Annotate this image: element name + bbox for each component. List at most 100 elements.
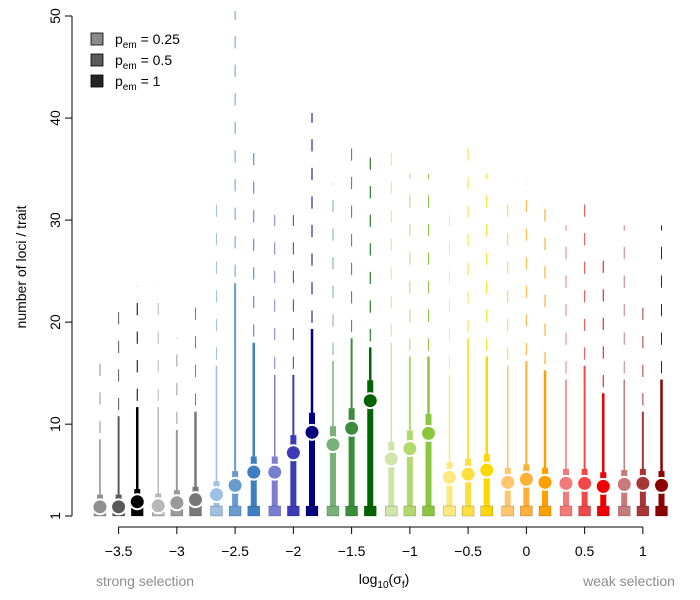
mean-point	[305, 425, 319, 439]
x-axis-title-close: )	[405, 571, 410, 587]
mean-point	[655, 478, 669, 492]
distribution-body	[639, 468, 646, 516]
mean-point	[326, 438, 340, 452]
distribution-box	[403, 505, 417, 517]
mean-point	[596, 479, 610, 493]
mean-point	[209, 488, 223, 502]
x-tick-label: −2.5	[221, 543, 249, 559]
x-tick-label: 0	[522, 543, 530, 559]
y-axis-title: number of loci / trait	[13, 205, 29, 328]
distribution-box	[345, 505, 358, 517]
distribution-body	[523, 464, 530, 516]
note-strong-selection: strong selection	[96, 573, 194, 589]
mean-point	[559, 476, 573, 490]
distribution-body	[271, 456, 278, 516]
distribution-box	[210, 505, 223, 517]
x-tick-label: −2	[285, 543, 301, 559]
mean-point	[286, 446, 300, 460]
distribution-box	[520, 505, 533, 517]
y-tick-label: 30	[47, 212, 63, 228]
mean-point	[228, 478, 242, 492]
x-tick-label: 0.5	[575, 543, 595, 559]
distribution-box	[305, 505, 319, 517]
x-tick-label: −3	[169, 543, 185, 559]
x-tick-label: −1	[402, 543, 418, 559]
y-axis-ticks: 1 10 20 30 40 50	[47, 8, 72, 520]
mean-point	[578, 476, 592, 490]
distribution-body	[465, 458, 472, 516]
y-tick-label: 20	[47, 314, 63, 330]
distribution-body	[329, 426, 336, 516]
distribution-body	[542, 467, 549, 516]
distribution-box	[287, 505, 300, 517]
mean-point	[617, 477, 631, 491]
distribution-body	[388, 441, 395, 516]
distribution-box	[578, 505, 591, 517]
distribution-box	[384, 505, 398, 517]
distribution-body	[348, 408, 355, 516]
note-weak-selection: weak selection	[582, 573, 675, 589]
distribution-box	[247, 505, 260, 517]
distribution-body	[367, 380, 374, 516]
distribution-body	[406, 430, 413, 516]
x-tick-label: −0.5	[454, 543, 482, 559]
distribution-box	[538, 505, 552, 517]
mean-point	[151, 499, 165, 513]
distribution-body	[425, 413, 432, 516]
distribution-box	[228, 505, 242, 517]
x-tick-label: −3.5	[105, 543, 133, 559]
distribution-body	[562, 468, 569, 516]
distribution-body	[581, 468, 588, 516]
distribution-box	[422, 505, 435, 517]
mean-point	[480, 463, 494, 477]
distribution-body	[621, 469, 628, 516]
mean-point	[130, 495, 144, 509]
legend-label: pem = 0.25	[115, 31, 180, 51]
x-axis-title-sigma: (σ	[389, 571, 403, 587]
distribution-body	[250, 456, 257, 516]
y-tick-label: 50	[47, 8, 63, 24]
x-axis-title: log10(σf)	[359, 571, 410, 591]
x-axis-ticks: −3.5 −3 −2.5 −2 −1.5 −1 −0.5 0 0.5 1	[105, 527, 647, 559]
y-tick-label: 1	[47, 512, 63, 520]
distribution-box	[501, 505, 514, 517]
y-tick-label: 10	[47, 416, 63, 432]
distribution-box	[559, 505, 573, 517]
mean-point	[442, 470, 456, 484]
mean-point	[93, 500, 107, 514]
mean-point	[188, 493, 202, 507]
distribution-box	[461, 505, 475, 517]
chart-marks	[91, 10, 671, 517]
mean-point	[422, 426, 436, 440]
distribution-box	[617, 505, 631, 517]
mean-point	[170, 496, 184, 510]
distribution-box	[364, 505, 377, 517]
mean-point	[501, 475, 515, 489]
distribution-body	[483, 454, 490, 516]
mean-point	[345, 421, 359, 435]
distribution-body	[290, 435, 297, 516]
mean-point	[636, 476, 650, 490]
legend-swatch	[90, 74, 104, 88]
distribution-box	[480, 505, 494, 517]
legend-label: pem = 0.5	[115, 52, 172, 72]
distribution-box	[636, 505, 650, 517]
mean-point	[112, 500, 126, 514]
legend-label: pem = 1	[115, 73, 161, 93]
legend-swatch	[90, 32, 104, 46]
y-tick-label: 40	[47, 110, 63, 126]
legend-swatch	[90, 53, 104, 67]
mean-point	[461, 467, 475, 481]
mean-point	[268, 465, 282, 479]
distribution-box	[443, 505, 456, 517]
distribution-box	[326, 505, 340, 517]
x-axis-title-sigma-sub: f	[402, 580, 405, 591]
distribution-box	[268, 505, 281, 517]
x-axis-title-log: log	[359, 571, 378, 587]
distribution-box	[597, 505, 610, 517]
x-tick-label: 1	[639, 543, 647, 559]
x-tick-label: −1.5	[338, 543, 366, 559]
x-axis-title-base: 10	[377, 580, 389, 591]
